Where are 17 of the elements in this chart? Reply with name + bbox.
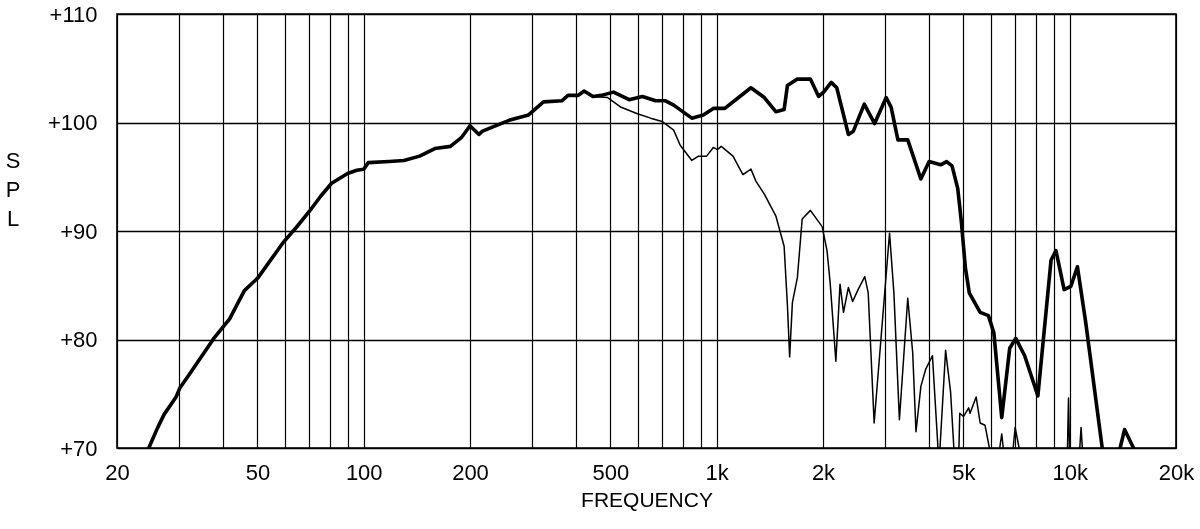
x-tick-label: 200: [452, 459, 489, 485]
y-tick-label: +110: [49, 1, 98, 27]
x-tick-label: 1k: [705, 459, 730, 485]
x-tick-label: 20k: [1158, 459, 1196, 485]
x-tick-label: 2k: [811, 459, 837, 485]
x-tick-label: 100: [345, 459, 383, 485]
x-tick-label: 500: [592, 459, 630, 485]
x-tick-label: 50: [245, 459, 271, 485]
x-tick-label: 20: [105, 459, 130, 485]
y-tick-label: +70: [60, 435, 98, 461]
x-tick-label: 5k: [952, 459, 977, 485]
y-tick-label: +100: [47, 110, 98, 135]
y-tick-label: +80: [60, 327, 98, 352]
x-axis-title: FREQUENCY: [581, 487, 713, 511]
x-tick-label: 10k: [1052, 459, 1089, 485]
y-tick-label: +90: [60, 218, 98, 244]
y-axis-title: SPL: [5, 147, 21, 231]
